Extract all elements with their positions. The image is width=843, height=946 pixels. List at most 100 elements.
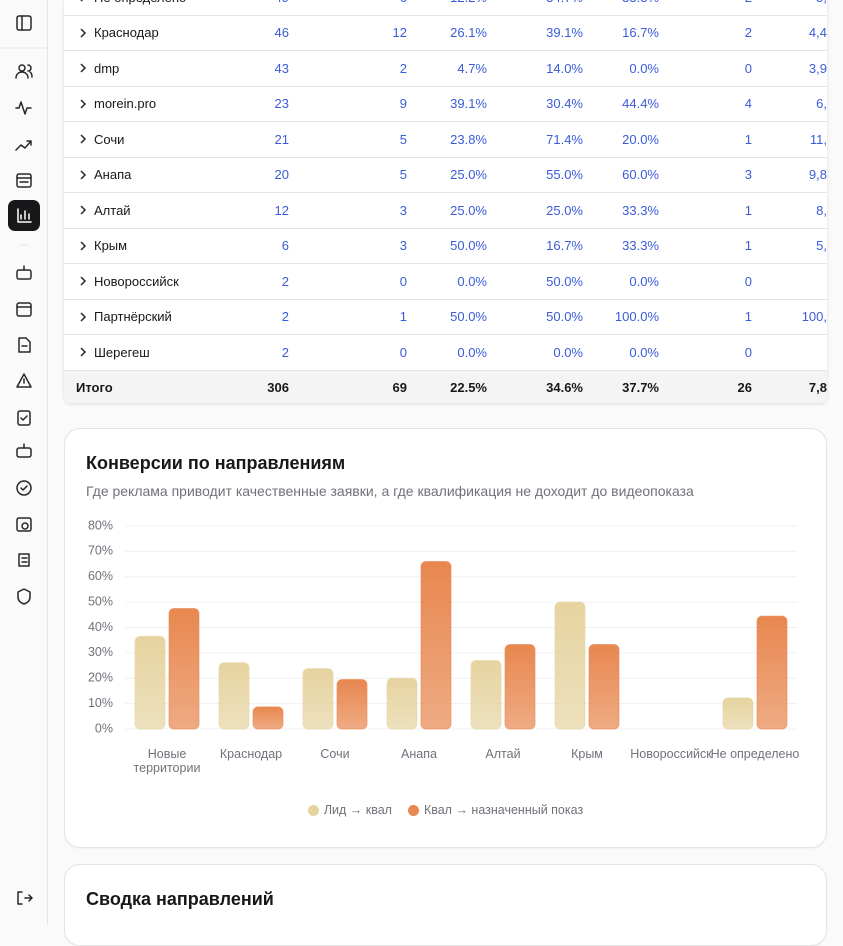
row-name: Новороссийск <box>94 273 179 289</box>
chart-card: Конверсии по направлениям Где реклама пр… <box>64 428 827 848</box>
expand-chevron[interactable] <box>78 241 88 251</box>
table-cell: 50.0% <box>450 309 487 325</box>
table-cell: 1 <box>744 238 752 254</box>
table-cell: 6 <box>347 0 407 15</box>
expand-chevron[interactable] <box>78 170 88 180</box>
bar <box>504 644 536 730</box>
table-cell: 50.0% <box>450 238 487 254</box>
table-cell: 8, <box>816 202 827 218</box>
file-icon[interactable] <box>18 337 31 353</box>
bot-icon[interactable] <box>16 265 32 280</box>
table-cell: 33.3% <box>589 0 659 15</box>
table-cell: 16.7% <box>546 238 583 254</box>
legend-item: Лид → квал <box>307 803 392 817</box>
alert-icon[interactable] <box>16 373 32 388</box>
expand-chevron[interactable] <box>78 205 88 215</box>
chart-icon[interactable] <box>17 208 32 223</box>
chevron-path <box>80 99 87 109</box>
chevron-path <box>80 312 87 322</box>
table-cell: 30.4% <box>546 96 583 112</box>
expand-chevron[interactable] <box>78 347 88 357</box>
table-cell: 23 <box>274 96 289 112</box>
activity-icon[interactable] <box>15 101 32 115</box>
summary-card: Сводка направлений <box>64 864 827 946</box>
table-cell: 0.0% <box>457 273 487 289</box>
chevron-path <box>80 63 87 73</box>
table-cell: 100, <box>801 309 827 325</box>
sidebar <box>0 0 48 924</box>
calendar2-icon[interactable] <box>16 302 32 317</box>
bar <box>554 601 586 730</box>
table-cell: 14.0% <box>546 60 583 76</box>
calendar-icon[interactable] <box>16 173 32 188</box>
chevron-path <box>80 134 87 144</box>
table-cell: 2 <box>281 273 289 289</box>
table-cell: 60.0% <box>622 167 659 183</box>
table-row: Краснодар 46 12 26.1% 39.1% 16.7% 2 4,4 <box>64 16 827 51</box>
table-cell: 5, <box>767 0 827 15</box>
table-row: dmp 43 2 4.7% 14.0% 0.0% 0 3,9 <box>64 51 827 87</box>
table-row: Анапа 20 5 25.0% 55.0% 60.0% 3 9,8 <box>64 158 827 193</box>
trend-icon[interactable] <box>15 140 32 151</box>
schedule-icon[interactable] <box>16 517 32 532</box>
bar <box>302 668 334 730</box>
table-cell: 1 <box>744 202 752 218</box>
table-cell: 2 <box>399 60 407 76</box>
legend-item: Квал → назначенный показ <box>407 803 583 817</box>
check-icon[interactable] <box>16 480 32 496</box>
table-row: Сочи 21 5 23.8% 71.4% 20.0% 1 11, <box>64 122 827 158</box>
table-cell: 306 <box>267 379 289 395</box>
active-item[interactable] <box>8 200 40 231</box>
row-name: Анапа <box>94 167 132 183</box>
table-cell: 33.3% <box>622 202 659 218</box>
table-cell: 6, <box>816 96 827 112</box>
scroll-icon[interactable] <box>18 553 30 567</box>
chart: 0% 10% 20% 30% 40% 50% 60% 70% 80% <box>88 518 797 735</box>
table-cell: 44.4% <box>622 96 659 112</box>
table-cell: 20 <box>274 167 289 183</box>
bot2-icon[interactable] <box>16 443 32 458</box>
row-name: dmp <box>94 60 120 76</box>
x-tick-label: Не определено <box>710 747 800 761</box>
chevron-path <box>80 347 87 357</box>
table-cell: 5 <box>399 167 407 183</box>
expand-chevron[interactable] <box>78 63 88 73</box>
table-row: morein.pro 23 9 39.1% 30.4% 44.4% 4 6, <box>64 87 827 122</box>
table-cell: 55.0% <box>546 167 583 183</box>
table-cell: 12 <box>274 202 289 218</box>
chevron-path <box>80 276 87 286</box>
table-cell: 1 <box>744 131 752 147</box>
expand-chevron[interactable] <box>78 28 88 38</box>
table-row: Алтай 12 3 25.0% 25.0% 33.3% 1 8, <box>64 193 827 229</box>
expand-chevron[interactable] <box>78 312 88 322</box>
y-tick-label: 10% <box>88 696 113 710</box>
x-tick-label: Новороссийск <box>630 747 712 761</box>
table-cell: 22.5% <box>450 379 487 395</box>
clipboard-icon[interactable] <box>17 410 31 426</box>
shield-icon[interactable] <box>17 588 31 605</box>
expand-chevron[interactable] <box>78 0 88 2</box>
table-cell: 23.8% <box>450 131 487 147</box>
row-name: Краснодар <box>94 25 159 41</box>
users-icon[interactable] <box>15 64 33 79</box>
table-cell: 12 <box>392 25 407 41</box>
logout-icon[interactable] <box>17 891 33 905</box>
table-cell: 34.6% <box>546 379 583 395</box>
toggle-icon[interactable] <box>16 15 32 31</box>
table-cell: 46 <box>274 25 289 41</box>
table-cell: 9,8 <box>808 167 827 183</box>
expand-chevron[interactable] <box>78 99 88 109</box>
card-title: Сводка направлений <box>86 889 274 909</box>
x-tick-label: Краснодар <box>219 747 283 761</box>
y-tick-label: 0% <box>95 721 113 735</box>
expand-chevron[interactable] <box>78 134 88 144</box>
table-cell: 26.1% <box>450 25 487 41</box>
table-cell: 4.7% <box>457 60 487 76</box>
x-tick-label: Анапа <box>401 747 437 761</box>
table-cell: 0.0% <box>457 344 487 360</box>
table-row: Партнёрский 2 1 50.0% 50.0% 100.0% 1 100, <box>64 300 827 335</box>
expand-chevron[interactable] <box>78 276 88 286</box>
table-cell: 0.0% <box>553 344 583 360</box>
row-name: Алтай <box>94 202 131 218</box>
sidebar-icons <box>0 15 47 905</box>
